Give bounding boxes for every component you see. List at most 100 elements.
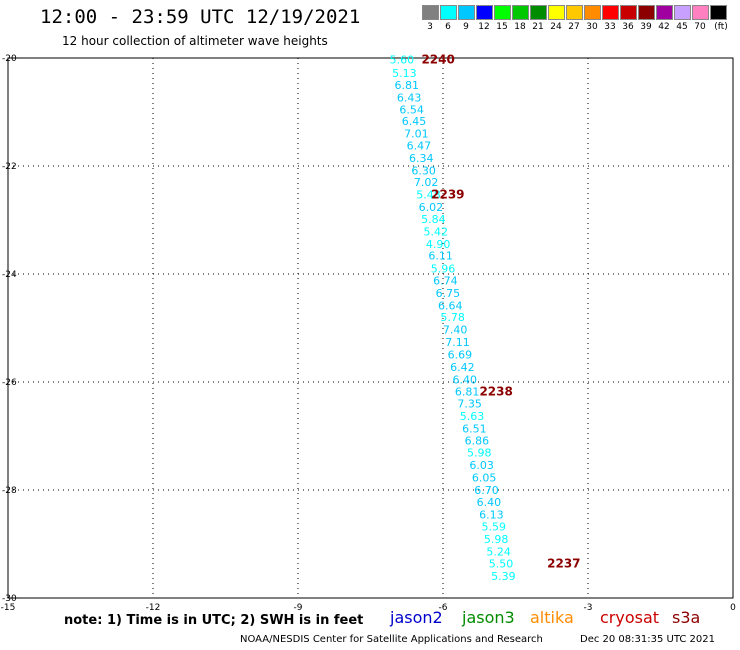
satellite-name: altika xyxy=(530,608,574,627)
legend-label: 36 xyxy=(622,22,634,32)
legend-label: 15 xyxy=(496,22,508,32)
x-tick-label: -6 xyxy=(439,603,448,613)
legend-label: 3 xyxy=(427,22,433,32)
credit-text: NOAA/NESDIS Center for Satellite Applica… xyxy=(240,634,543,645)
wave-height-value: 6.43 xyxy=(397,91,422,104)
wave-height-value: 5.39 xyxy=(491,570,516,583)
satellite-name: jason2 xyxy=(390,608,443,627)
wave-height-value: 5.63 xyxy=(460,410,485,423)
legend-label: 9 xyxy=(463,22,469,32)
wave-height-value: 6.51 xyxy=(462,422,487,435)
legend-swatch xyxy=(512,5,529,20)
legend-swatch xyxy=(638,5,655,20)
wave-height-value: 7.02 xyxy=(414,176,439,189)
legend-swatch xyxy=(566,5,583,20)
legend-label: 12 xyxy=(478,22,490,32)
x-tick-label: 0 xyxy=(730,603,736,613)
satellite-name: jason3 xyxy=(462,608,515,627)
pass-time-label: 2238 xyxy=(479,385,512,399)
y-tick-label: -30 xyxy=(2,594,17,604)
wave-height-value: 6.02 xyxy=(419,201,444,214)
wave-height-value: 5.59 xyxy=(482,521,507,534)
legend-label: 18 xyxy=(514,22,526,32)
wave-height-value: 5.24 xyxy=(486,546,511,559)
wave-height-value: 5.96 xyxy=(431,263,456,276)
legend-label: 30 xyxy=(586,22,598,32)
wave-height-value: 4.90 xyxy=(426,238,451,251)
legend-unit: (ft) xyxy=(714,22,728,32)
legend-label: 6 xyxy=(445,22,451,32)
wave-height-value: 5.98 xyxy=(484,533,509,546)
wave-height-value: 6.70 xyxy=(474,484,499,497)
wave-height-value: 7.11 xyxy=(445,336,470,349)
satellite-name: s3a xyxy=(672,608,701,627)
wave-height-value: 6.81 xyxy=(455,386,480,399)
wave-height-value: 6.05 xyxy=(472,472,497,485)
x-tick-label: -3 xyxy=(584,603,593,613)
legend-swatch xyxy=(440,5,457,20)
pass-time-label: 2237 xyxy=(547,556,580,570)
wave-height-value: 5.98 xyxy=(467,447,492,460)
wave-height-value: 6.40 xyxy=(453,373,478,386)
pass-time-label: 2239 xyxy=(431,188,464,202)
legend-swatch xyxy=(530,5,547,20)
legend-label: 39 xyxy=(640,22,652,32)
legend-swatch xyxy=(422,5,439,20)
legend-swatch xyxy=(476,5,493,20)
map-subtitle: 12 hour collection of altimeter wave hei… xyxy=(62,34,328,48)
wave-height-value: 6.47 xyxy=(407,139,432,152)
wave-height-value: 6.30 xyxy=(411,164,436,177)
legend-label: 21 xyxy=(532,22,544,32)
wave-height-value: 5.50 xyxy=(489,557,514,570)
wave-height-value: 6.74 xyxy=(433,274,458,287)
y-tick-label: -26 xyxy=(2,378,17,388)
legend-label: 33 xyxy=(604,22,616,32)
wave-height-value: 6.64 xyxy=(438,299,463,312)
x-tick-label: -9 xyxy=(294,603,303,613)
wave-height-value: 5.42 xyxy=(424,225,449,238)
wave-height-value: 6.69 xyxy=(448,348,473,361)
wave-height-value: 7.01 xyxy=(404,128,429,141)
legend-swatch xyxy=(458,5,475,20)
wave-height-value: 6.03 xyxy=(469,459,494,472)
y-tick-label: -28 xyxy=(2,486,17,496)
legend-label: 27 xyxy=(568,22,580,32)
legend-swatch xyxy=(494,5,511,20)
generated-timestamp: Dec 20 08:31:35 UTC 2021 xyxy=(580,634,715,645)
wave-height-value: 5.84 xyxy=(421,213,446,226)
wave-height-value: 6.86 xyxy=(465,434,490,447)
wave-height-value: 6.75 xyxy=(436,287,461,300)
satellite-name: cryosat xyxy=(600,608,660,627)
wave-height-value: 6.81 xyxy=(395,79,420,92)
legend-label: 45 xyxy=(676,22,688,32)
wave-height-value: 6.42 xyxy=(450,361,475,374)
legend-swatch xyxy=(602,5,619,20)
wave-height-value: 7.40 xyxy=(443,324,468,337)
wave-height-value: 6.13 xyxy=(479,508,504,521)
y-tick-label: -20 xyxy=(2,54,17,64)
legend-swatch xyxy=(620,5,637,20)
legend-label: 42 xyxy=(658,22,670,32)
legend-swatch xyxy=(692,5,709,20)
wave-height-value: 7.35 xyxy=(457,398,482,411)
wave-height-value: 5.48 xyxy=(416,189,441,202)
wave-height-value: 6.40 xyxy=(477,496,502,509)
plot-frame xyxy=(7,57,734,599)
wave-height-value: 5.78 xyxy=(440,311,465,324)
wave-height-value: 6.45 xyxy=(402,115,427,128)
legend-swatch xyxy=(548,5,565,20)
x-tick-label: -12 xyxy=(146,603,161,613)
pass-time-label: 2240 xyxy=(421,53,454,67)
wave-height-value: 5.60 xyxy=(390,54,415,67)
y-tick-label: -22 xyxy=(2,162,17,172)
footer-note: note: 1) Time is in UTC; 2) SWH is in fe… xyxy=(64,613,364,628)
legend-swatch xyxy=(710,5,727,20)
y-tick-label: -24 xyxy=(2,270,17,280)
legend-swatch xyxy=(584,5,601,20)
map-title: 12:00 - 23:59 UTC 12/19/2021 xyxy=(40,6,361,28)
legend-swatch xyxy=(674,5,691,20)
wave-height-value: 6.34 xyxy=(409,152,434,165)
x-tick-label: -15 xyxy=(1,603,16,613)
wave-height-value: 6.54 xyxy=(399,103,424,116)
